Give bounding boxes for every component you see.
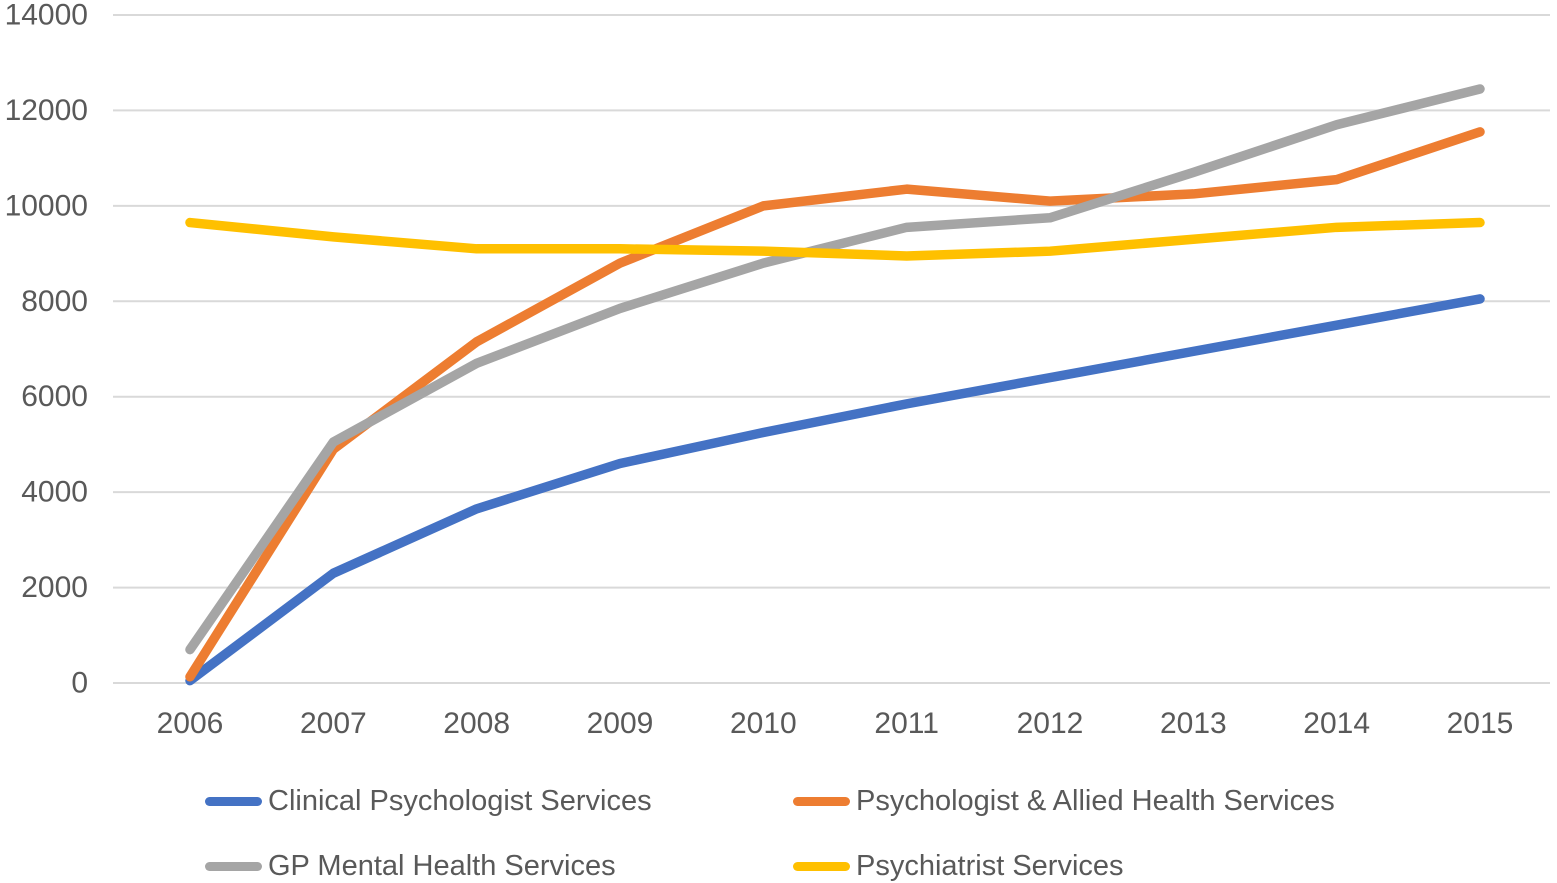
legend-swatch-gray-line [205,861,262,871]
series-line-gp-mental-health-services [185,84,1485,655]
series-line-psychologist-allied-health-services [185,127,1485,682]
x-axis-tick-label: 2010 [730,707,797,740]
x-axis-tick-label: 2011 [874,707,939,740]
y-axis-tick-label: 2000 [21,571,88,604]
y-axis-tick-label: 4000 [21,476,88,509]
x-axis-tick-label: 2013 [1160,707,1227,740]
y-axis-tick-label: 12000 [5,94,88,127]
legend-swatch-orange-line [793,796,850,806]
legend-swatch-blue-line [205,796,262,806]
legend-label: Clinical Psychologist Services [268,785,652,817]
legend-label: Psychologist & Allied Health Services [856,785,1335,817]
legend-item-psychiatrist-services: Psychiatrist Services [793,850,1124,882]
legend-item-psychologist-allied-health-services: Psychologist & Allied Health Services [793,785,1335,817]
y-axis-tick-label: 6000 [21,380,88,413]
y-axis-tick-label: 8000 [21,285,88,318]
legend-item-clinical-psychologist-services: Clinical Psychologist Services [205,785,652,817]
legend-item-gp-mental-health-services: GP Mental Health Services [205,850,616,882]
y-axis-tick-label: 14000 [5,0,88,32]
series-line-psychiatrist-services [185,217,1485,261]
y-axis-tick-label: 0 [71,667,88,700]
y-axis-tick-label: 10000 [5,189,88,222]
legend-swatch-yellow-line [793,861,850,871]
legend-label: GP Mental Health Services [268,850,616,882]
x-axis-tick-label: 2015 [1447,707,1514,740]
x-axis-tick-label: 2009 [587,707,654,740]
x-axis-tick-label: 2012 [1017,707,1084,740]
x-axis-tick-label: 2007 [300,707,367,740]
x-axis-tick-label: 2008 [443,707,510,740]
x-axis-tick-label: 2014 [1303,707,1370,740]
series-line-clinical-psychologist-services [185,294,1485,686]
legend-label: Psychiatrist Services [856,850,1124,882]
x-axis-tick-label: 2006 [157,707,224,740]
